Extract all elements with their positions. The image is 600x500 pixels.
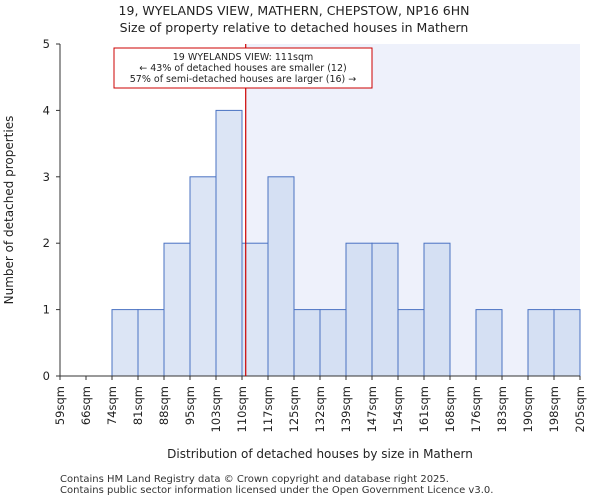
x-tick-label-198sqm: 198sqm xyxy=(547,386,561,432)
annotation-line-1: 19 WYELANDS VIEW: 111sqm xyxy=(173,52,314,63)
x-tick-label-176sqm: 176sqm xyxy=(469,386,483,432)
x-tick-label-154sqm: 154sqm xyxy=(391,386,405,432)
chart-title: 19, WYELANDS VIEW, MATHERN, CHEPSTOW, NP… xyxy=(119,3,470,18)
bar-132sqm xyxy=(319,309,347,377)
y-tick-label-4: 4 xyxy=(43,103,50,117)
y-tick-label-3: 3 xyxy=(43,170,50,184)
bar-81sqm xyxy=(137,309,165,377)
x-tick-label-66sqm: 66sqm xyxy=(79,386,93,425)
x-tick-label-147sqm: 147sqm xyxy=(365,386,379,432)
bar-161sqm xyxy=(423,242,451,377)
footer-attribution-2: Contains public sector information licen… xyxy=(60,485,494,496)
annotation-line-2: ← 43% of detached houses are smaller (12… xyxy=(139,63,346,74)
bar-117sqm xyxy=(267,176,295,377)
bar-198sqm xyxy=(553,309,581,377)
x-tick-label-183sqm: 183sqm xyxy=(495,386,509,432)
bar-110sqm xyxy=(241,242,269,377)
bar-103sqm xyxy=(215,109,243,377)
bar-125sqm xyxy=(293,309,321,377)
bar-88sqm xyxy=(163,242,191,377)
x-tick-label-161sqm: 161sqm xyxy=(417,386,431,432)
x-tick-label-205sqm: 205sqm xyxy=(573,386,587,432)
bar-154sqm xyxy=(397,309,425,377)
bar-139sqm xyxy=(345,242,373,377)
annotation-line-3: 57% of semi-detached houses are larger (… xyxy=(130,74,357,85)
x-tick-label-125sqm: 125sqm xyxy=(287,386,301,432)
x-tick-label-59sqm: 59sqm xyxy=(53,386,67,425)
y-tick-label-5: 5 xyxy=(43,37,50,51)
y-tick-label-0: 0 xyxy=(43,369,50,383)
bar-147sqm xyxy=(371,242,399,377)
bar-95sqm xyxy=(189,176,217,377)
x-tick-label-110sqm: 110sqm xyxy=(235,386,249,432)
x-tick-label-168sqm: 168sqm xyxy=(443,386,457,432)
bar-190sqm xyxy=(527,309,555,377)
y-tick-label-2: 2 xyxy=(43,236,50,250)
bar-176sqm xyxy=(475,309,503,377)
y-axis-label: Number of detached properties xyxy=(2,116,16,305)
bar-74sqm xyxy=(111,309,139,377)
x-axis-label: Distribution of detached houses by size … xyxy=(167,447,473,461)
x-tick-label-95sqm: 95sqm xyxy=(183,386,197,425)
x-tick-label-139sqm: 139sqm xyxy=(339,386,353,432)
annotation-box xyxy=(113,47,373,89)
x-tick-label-88sqm: 88sqm xyxy=(157,386,171,425)
x-tick-label-81sqm: 81sqm xyxy=(131,386,145,425)
x-tick-label-103sqm: 103sqm xyxy=(209,386,223,432)
x-tick-label-132sqm: 132sqm xyxy=(313,386,327,432)
x-tick-label-190sqm: 190sqm xyxy=(521,386,535,432)
footer-attribution-1: Contains HM Land Registry data © Crown c… xyxy=(60,474,449,485)
x-tick-label-117sqm: 117sqm xyxy=(261,386,275,432)
chart-subtitle: Size of property relative to detached ho… xyxy=(120,20,469,35)
y-tick-label-1: 1 xyxy=(43,303,50,317)
x-tick-label-74sqm: 74sqm xyxy=(105,386,119,425)
